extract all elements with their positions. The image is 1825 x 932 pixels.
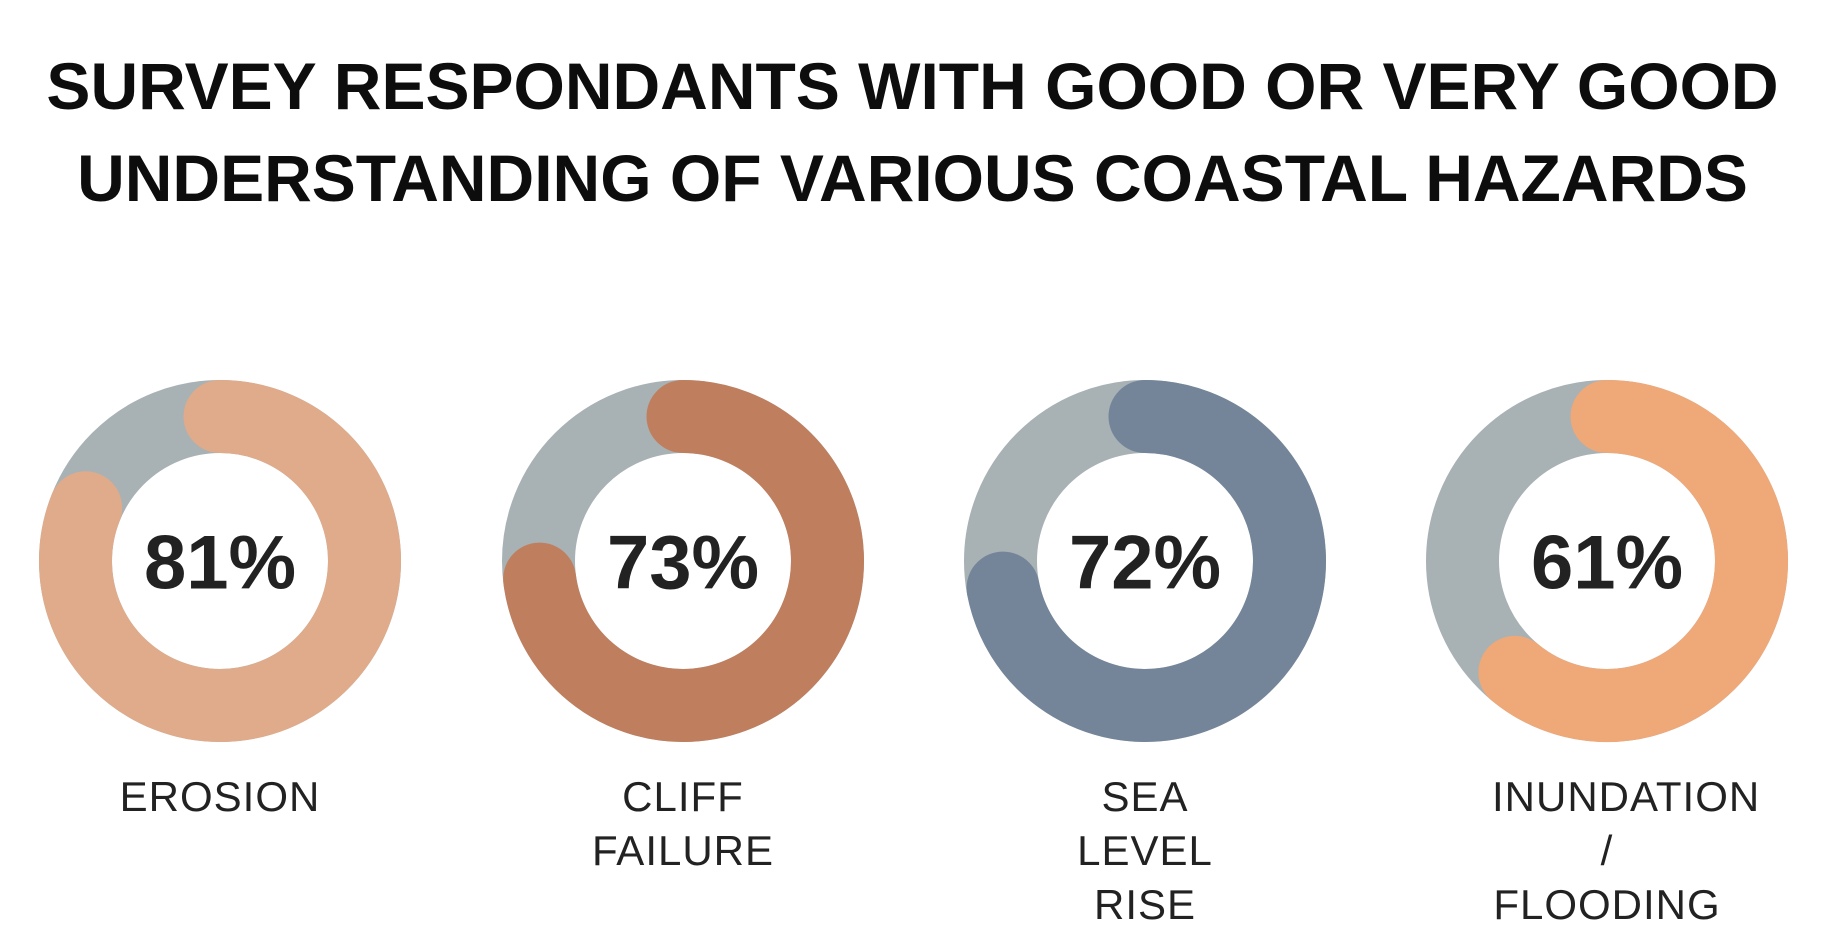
donut-arc (966, 380, 1326, 742)
category-label: SEA LEVEL RISE (1077, 773, 1213, 928)
category-label: EROSION (119, 773, 321, 820)
donut-arc (503, 380, 864, 742)
chart-title: SURVEY RESPONDANTS WITH GOOD OR VERY GOO… (46, 49, 1779, 215)
category-label: INUNDATION / FLOODING (1492, 773, 1761, 928)
value-label: 72% (1069, 521, 1221, 606)
value-label: 81% (144, 521, 296, 606)
value-label: 73% (607, 521, 759, 606)
donut-arc (39, 380, 401, 742)
donut-arc (1478, 380, 1788, 742)
category-label: CLIFF FAILURE (591, 773, 775, 874)
value-label: 61% (1531, 521, 1683, 606)
